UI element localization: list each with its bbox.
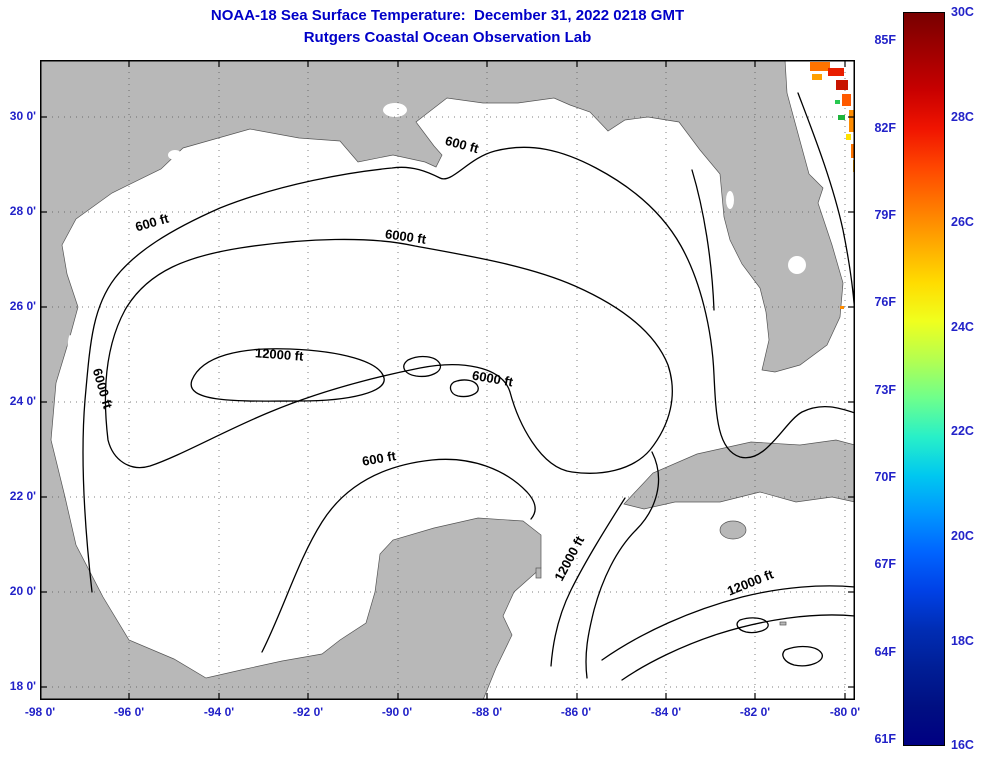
colorbar-f-label: 85F — [874, 33, 896, 47]
y-tick-label: 18 0' — [9, 679, 36, 693]
x-tick-label: -80 0' — [829, 705, 861, 719]
x-tick-label: -82 0' — [739, 705, 771, 719]
colorbar-c-label: 22C — [951, 424, 974, 438]
colorbar-f-label: 76F — [874, 295, 896, 309]
colorbar-c-label: 28C — [951, 110, 974, 124]
y-tick-label: 30 0' — [9, 109, 36, 123]
colorbar — [903, 12, 945, 746]
colorbar-c-label: 18C — [951, 634, 974, 648]
plot-frame — [40, 60, 855, 700]
tampa-bay — [726, 191, 734, 209]
lake-okeechobee — [788, 256, 806, 274]
colorbar-f-label: 79F — [874, 208, 896, 222]
galveston-bay — [168, 150, 182, 160]
contour-blob-2 — [449, 379, 479, 398]
contour-600ft-campeche — [261, 458, 536, 653]
land-cozumel — [535, 567, 542, 579]
x-tick-label: -92 0' — [292, 705, 324, 719]
map-plot: 600 ft 600 ft 6000 ft 12000 ft 6000 ft 6… — [40, 60, 855, 700]
colorbar-c-label: 30C — [951, 5, 974, 19]
land-cayman — [779, 621, 787, 626]
colorbar-gradient — [904, 13, 944, 745]
lake-pontchartrain — [383, 103, 407, 117]
figure-title: NOAA-18 Sea Surface Temperature: Decembe… — [210, 7, 685, 24]
sst-pixels — [810, 62, 855, 309]
colorbar-f-label: 82F — [874, 121, 896, 135]
colorbar-c-label: 20C — [951, 529, 974, 543]
contour-fl-atlantic-shelf — [797, 92, 855, 319]
x-tick-label: -86 0' — [560, 705, 592, 719]
contour-12000ft-channel — [550, 497, 626, 667]
contour-6000ft-ring — [104, 238, 673, 474]
y-tick-label: 24 0' — [9, 394, 36, 408]
x-tick-label: -98 0' — [24, 705, 56, 719]
contour-blob-4 — [782, 645, 823, 667]
y-tick-label: 22 0' — [9, 489, 36, 503]
figure-subtitle: Rutgers Coastal Ocean Observation Lab — [303, 29, 592, 46]
x-tick-label: -94 0' — [203, 705, 235, 719]
land-isla-juventud — [719, 520, 747, 540]
land-cuba — [623, 439, 855, 510]
contour-12000ft-west-loop — [190, 348, 385, 402]
colorbar-f-label: 67F — [874, 557, 896, 571]
gulf-map-svg — [40, 60, 855, 700]
contour-6000ft-yucatan-channel — [585, 451, 660, 679]
y-tick-label: 20 0' — [9, 584, 36, 598]
x-tick-label: -84 0' — [650, 705, 682, 719]
contour-600ft-north — [82, 146, 855, 593]
y-tick-label: 28 0' — [9, 204, 36, 218]
contour-wfl-inner — [691, 169, 715, 311]
x-tick-label: -90 0' — [381, 705, 413, 719]
contour-12000ft-cayman-north — [601, 585, 855, 661]
colorbar-f-label: 73F — [874, 383, 896, 397]
x-tick-label: -88 0' — [471, 705, 503, 719]
laguna-madre — [67, 335, 73, 385]
contour-blob-1 — [403, 355, 442, 378]
x-tick-label: -96 0' — [113, 705, 145, 719]
contour-12000ft-cayman-south — [621, 614, 855, 681]
contour-blob-3 — [736, 617, 769, 634]
contour-label: 12000 ft — [254, 345, 304, 364]
colorbar-c-label: 26C — [951, 215, 974, 229]
bathymetry-contours — [82, 92, 855, 681]
y-tick-label: 26 0' — [9, 299, 36, 313]
land — [40, 60, 855, 700]
lakes — [67, 103, 806, 385]
colorbar-c-label: 24C — [951, 320, 974, 334]
colorbar-f-label: 70F — [874, 470, 896, 484]
colorbar-c-label: 16C — [951, 738, 974, 752]
land-north-america — [40, 60, 844, 700]
colorbar-f-label: 64F — [874, 645, 896, 659]
colorbar-f-label: 61F — [874, 732, 896, 746]
